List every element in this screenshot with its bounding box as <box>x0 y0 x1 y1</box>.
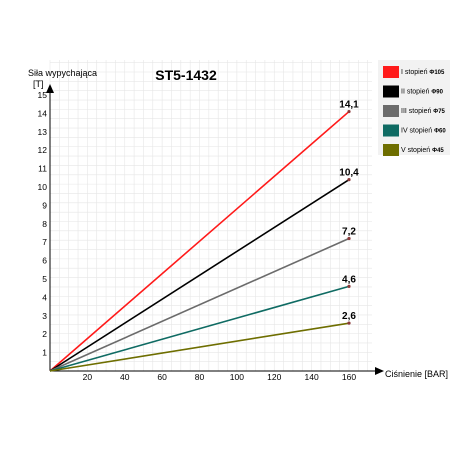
y-tick-label: 6 <box>42 256 47 266</box>
legend-swatch <box>383 66 399 78</box>
series-end-marker <box>347 178 351 182</box>
series-line <box>49 285 350 372</box>
data-label: 10,4 <box>339 168 359 179</box>
data-label: 4,6 <box>342 274 356 285</box>
series-line <box>49 178 350 372</box>
y-tick-label: 13 <box>38 127 48 137</box>
y-tick-label: 4 <box>42 292 47 302</box>
x-axis-arrow <box>375 367 384 375</box>
x-tick-label: 20 <box>83 372 93 382</box>
y-axis-arrow <box>46 84 54 93</box>
x-tick-label: 80 <box>195 372 205 382</box>
x-tick-label: 140 <box>305 372 319 382</box>
y-tick-label: 10 <box>38 182 48 192</box>
y-tick-label: 8 <box>42 219 47 229</box>
x-tick-label: 40 <box>120 372 130 382</box>
legend-label: IV stopień Φ60 <box>401 128 446 135</box>
y-tick-label: 12 <box>38 145 48 155</box>
y-tick-label: 9 <box>42 200 47 210</box>
x-tick-label: 60 <box>157 372 167 382</box>
data-labels: 14,1 10,4 7,2 4,6 2,6 <box>339 100 359 323</box>
axes <box>46 84 384 375</box>
y-axis-label: Siła wypychająca <box>28 68 97 78</box>
series-line <box>49 322 350 372</box>
legend-swatch <box>383 105 399 117</box>
y-tick-label: 5 <box>42 274 47 284</box>
series-line <box>49 237 350 372</box>
series-end-marker <box>347 321 351 325</box>
series-lines <box>49 109 351 372</box>
series-end-marker <box>347 284 351 288</box>
legend-label: II stopień Φ90 <box>401 89 444 96</box>
y-tick-label: 11 <box>38 164 47 174</box>
legend-swatch <box>383 144 399 156</box>
series-line <box>49 110 350 372</box>
y-tick-label: 1 <box>42 348 47 358</box>
x-axis-label: Ciśnienie [BAR] <box>385 369 448 379</box>
x-tick-label: 160 <box>342 372 356 382</box>
y-tick-label: 14 <box>38 108 48 118</box>
legend-label: I stopień Φ105 <box>401 69 445 76</box>
legend-swatch <box>383 124 399 137</box>
y-axis-unit: [T] <box>33 79 44 89</box>
series-end-marker <box>347 109 351 114</box>
y-tick-label: 7 <box>42 237 47 247</box>
legend: I stopień Φ105 II stopień Φ90 III stopień … <box>378 60 450 156</box>
legend-swatch <box>383 85 399 98</box>
data-label: 14,1 <box>339 100 359 111</box>
legend-label: III stopień Φ75 <box>401 108 446 115</box>
tick-labels: 20 40 60 80 100 120 140 16012345678910111213141… <box>38 90 357 382</box>
x-tick-label: 100 <box>230 372 244 382</box>
y-tick-label: 3 <box>42 311 47 321</box>
series-end-marker <box>347 236 351 241</box>
y-tick-label: 15 <box>38 90 48 100</box>
data-label: 7,2 <box>342 227 356 238</box>
legend-label: V stopień Φ45 <box>401 147 444 154</box>
x-tick-label: 120 <box>267 372 281 382</box>
grid <box>49 60 372 372</box>
y-tick-label: 2 <box>42 329 47 339</box>
data-label: 2,6 <box>342 311 356 322</box>
chart-title: ST5-1432 <box>155 67 217 83</box>
